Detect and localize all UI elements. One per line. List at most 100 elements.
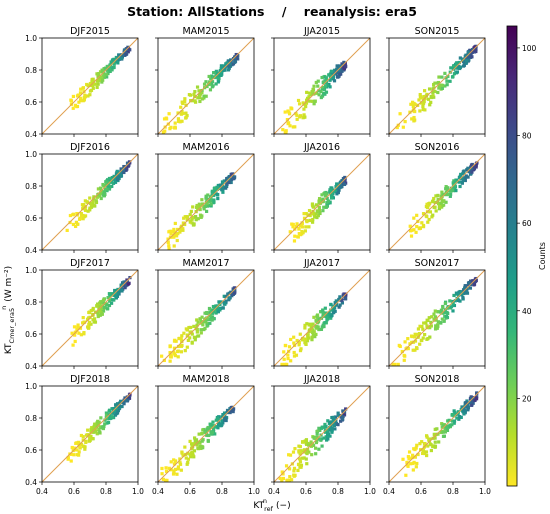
density-cell [292, 341, 296, 345]
density-cell [311, 87, 315, 91]
density-cell [172, 458, 176, 462]
density-cell [219, 64, 224, 68]
density-cell [332, 79, 337, 83]
density-cell [95, 195, 99, 199]
density-cell [470, 403, 474, 407]
density-cell [207, 306, 212, 311]
density-cell [166, 237, 170, 241]
density-cell [88, 437, 92, 441]
density-cell [463, 409, 467, 413]
density-cell [287, 121, 291, 125]
density-cell [204, 80, 208, 84]
density-cell [462, 178, 466, 182]
density-cell [417, 98, 421, 102]
density-cell [79, 214, 84, 218]
y-axis-label: KTCmer_era5n (W m⁻²) [0, 266, 16, 354]
density-cell [112, 62, 116, 66]
density-cell [445, 79, 449, 83]
density-cell [88, 196, 92, 200]
density-cell [338, 68, 342, 72]
density-cell [457, 293, 461, 297]
density-cell [230, 172, 234, 176]
density-cell [214, 69, 218, 73]
panel-JJA2017: JJA2017 [271, 258, 371, 369]
density-cell [441, 430, 445, 434]
density-cell [409, 102, 413, 106]
density-cell [428, 210, 433, 214]
density-cell [93, 82, 97, 86]
panel-frame [388, 385, 486, 483]
density-cell [328, 200, 332, 204]
density-cell [280, 478, 284, 482]
density-cell [216, 77, 220, 81]
density-cell [323, 422, 327, 427]
density-cell [312, 102, 316, 106]
density-cell [303, 323, 307, 327]
density-cell [214, 418, 218, 422]
density-cell [112, 409, 116, 413]
density-cell [411, 468, 415, 472]
density-cell [175, 238, 179, 243]
density-cell [91, 200, 95, 204]
density-cell [110, 407, 114, 411]
density-cell [108, 298, 112, 302]
reference-1to1-line [273, 37, 371, 135]
density-cell [208, 314, 212, 318]
density-cell [424, 94, 428, 98]
density-cell [471, 401, 475, 405]
density-cell [127, 163, 131, 167]
density-cell [456, 298, 461, 303]
density-cell [472, 165, 476, 169]
density-cell [198, 207, 202, 212]
density-cell [453, 180, 457, 184]
density-cell [186, 451, 190, 455]
density-cell [338, 184, 342, 188]
density-cell [420, 221, 424, 225]
density-cell [195, 327, 199, 331]
density-cell [107, 408, 112, 412]
density-cell [75, 94, 80, 98]
density-cell [317, 93, 321, 97]
density-cell [101, 182, 105, 187]
density-cell [69, 459, 73, 463]
density-cell [445, 428, 450, 433]
density-cell [322, 88, 327, 92]
density-cell [194, 205, 199, 209]
density-cell [459, 415, 463, 420]
density-cell [71, 222, 76, 227]
density-cell [89, 430, 93, 434]
density-cell [310, 338, 314, 342]
density-cell [466, 281, 471, 285]
density-cell [317, 199, 321, 203]
density-cell [186, 460, 190, 465]
density-cell [96, 187, 101, 191]
density-cell [124, 399, 128, 403]
density-cell [218, 69, 222, 73]
density-cell [84, 440, 88, 445]
density-cell [442, 434, 447, 438]
density-cell [100, 425, 104, 429]
density-cell [330, 313, 334, 317]
density-cell [203, 311, 207, 315]
density-cell [122, 170, 126, 175]
y-tick-label: 0.4 [25, 362, 37, 371]
density-cell [74, 441, 78, 445]
density-cell [324, 76, 328, 80]
density-cell [426, 318, 430, 323]
colorbar-ticks: 20 40 60 80 100 [517, 44, 537, 403]
density-cell [470, 47, 475, 52]
density-cell [103, 66, 108, 70]
density-cell [302, 212, 306, 216]
density-cell [289, 337, 293, 342]
reference-1to1-line [273, 385, 371, 483]
density-cell [205, 201, 209, 205]
density-cell [328, 85, 332, 89]
x-tick-label: 0.8 [447, 487, 459, 496]
density-cell [329, 308, 333, 312]
density-cell [104, 180, 108, 184]
density-cell [437, 86, 441, 90]
density-cell [71, 94, 76, 99]
reference-1to1-line [273, 153, 371, 251]
colorbar-tick-label: 20 [522, 394, 532, 403]
density-cell [461, 176, 465, 180]
